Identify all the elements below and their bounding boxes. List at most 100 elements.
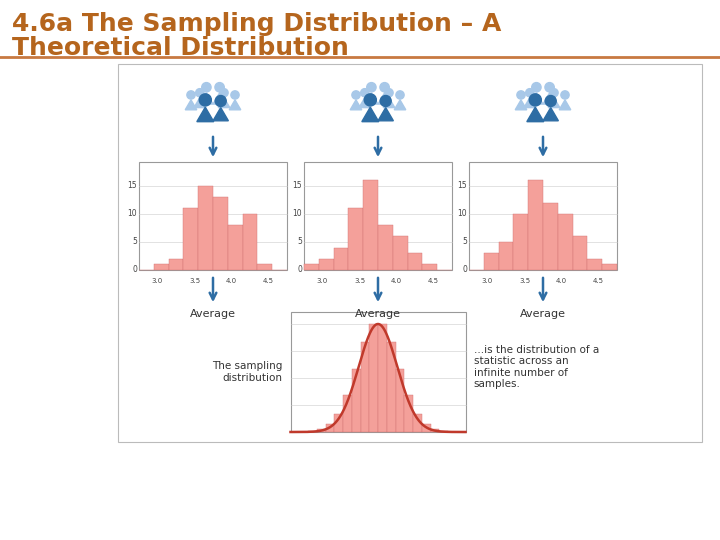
- Circle shape: [517, 91, 525, 99]
- Polygon shape: [543, 107, 559, 121]
- Circle shape: [396, 91, 404, 99]
- Text: 3.5: 3.5: [189, 278, 200, 284]
- Polygon shape: [362, 107, 379, 122]
- Text: Theoretical Distribution: Theoretical Distribution: [12, 36, 349, 60]
- Bar: [369, 324, 378, 432]
- Bar: [423, 265, 437, 270]
- Text: 3.0: 3.0: [152, 278, 163, 284]
- Bar: [393, 237, 408, 270]
- Polygon shape: [378, 107, 393, 121]
- Text: 5: 5: [132, 238, 137, 246]
- Text: 15: 15: [292, 181, 302, 190]
- Polygon shape: [213, 107, 228, 121]
- Text: 4.0: 4.0: [556, 278, 567, 284]
- Circle shape: [199, 94, 212, 106]
- Text: 10: 10: [457, 209, 467, 218]
- Bar: [319, 259, 333, 270]
- Bar: [118, 64, 702, 442]
- Bar: [408, 253, 423, 270]
- Circle shape: [545, 83, 554, 92]
- Polygon shape: [559, 100, 571, 110]
- Bar: [228, 225, 243, 270]
- Polygon shape: [395, 100, 406, 110]
- Bar: [363, 180, 378, 270]
- Circle shape: [215, 83, 224, 92]
- Circle shape: [220, 89, 228, 97]
- Bar: [184, 208, 198, 270]
- Polygon shape: [200, 93, 213, 104]
- Polygon shape: [365, 93, 378, 104]
- Bar: [304, 162, 452, 270]
- Bar: [317, 429, 325, 432]
- Bar: [498, 242, 513, 270]
- Text: 3.5: 3.5: [519, 278, 530, 284]
- Polygon shape: [350, 100, 361, 110]
- Bar: [413, 414, 422, 432]
- Text: 3.0: 3.0: [317, 278, 328, 284]
- Circle shape: [526, 89, 534, 97]
- Bar: [588, 259, 602, 270]
- Bar: [343, 395, 352, 432]
- Bar: [378, 225, 393, 270]
- Bar: [154, 265, 168, 270]
- Bar: [528, 180, 543, 270]
- Circle shape: [545, 96, 557, 106]
- Bar: [290, 312, 466, 432]
- Bar: [484, 253, 498, 270]
- Polygon shape: [548, 98, 559, 107]
- Polygon shape: [383, 98, 395, 107]
- Text: Average: Average: [520, 309, 566, 319]
- Bar: [352, 368, 361, 432]
- Bar: [543, 202, 558, 270]
- Bar: [213, 197, 228, 270]
- Circle shape: [364, 94, 377, 106]
- Bar: [387, 341, 395, 432]
- Bar: [348, 208, 363, 270]
- Polygon shape: [527, 107, 544, 122]
- Text: 5: 5: [462, 238, 467, 246]
- Text: 4.0: 4.0: [226, 278, 237, 284]
- Bar: [431, 429, 439, 432]
- Bar: [361, 341, 369, 432]
- Text: 10: 10: [292, 209, 302, 218]
- Circle shape: [385, 89, 393, 97]
- Text: Average: Average: [355, 309, 401, 319]
- Circle shape: [550, 89, 558, 97]
- Text: 3.5: 3.5: [354, 278, 365, 284]
- Bar: [168, 259, 184, 270]
- Circle shape: [380, 96, 391, 106]
- Bar: [395, 368, 404, 432]
- Text: 0: 0: [132, 266, 137, 274]
- Circle shape: [366, 83, 376, 92]
- Bar: [602, 265, 617, 270]
- Circle shape: [352, 91, 360, 99]
- Circle shape: [380, 83, 390, 92]
- Bar: [308, 431, 317, 432]
- Bar: [325, 424, 334, 432]
- Text: The sampling
distribution: The sampling distribution: [212, 361, 282, 383]
- Text: 4.0: 4.0: [391, 278, 402, 284]
- Bar: [378, 324, 387, 432]
- Bar: [439, 431, 448, 432]
- Text: 3.0: 3.0: [482, 278, 493, 284]
- Bar: [198, 186, 213, 270]
- Circle shape: [215, 96, 226, 106]
- Polygon shape: [378, 93, 391, 104]
- Circle shape: [561, 91, 569, 99]
- Polygon shape: [185, 100, 197, 110]
- Bar: [404, 395, 413, 432]
- Circle shape: [202, 83, 211, 92]
- Bar: [422, 424, 431, 432]
- Text: 15: 15: [127, 181, 137, 190]
- Polygon shape: [524, 98, 536, 107]
- Polygon shape: [213, 93, 226, 104]
- Polygon shape: [197, 107, 214, 122]
- Text: 5: 5: [297, 238, 302, 246]
- Polygon shape: [359, 98, 371, 107]
- Polygon shape: [194, 98, 206, 107]
- Circle shape: [196, 89, 204, 97]
- Bar: [333, 247, 348, 270]
- Polygon shape: [543, 93, 556, 104]
- Text: 4.5: 4.5: [263, 278, 274, 284]
- Bar: [139, 162, 287, 270]
